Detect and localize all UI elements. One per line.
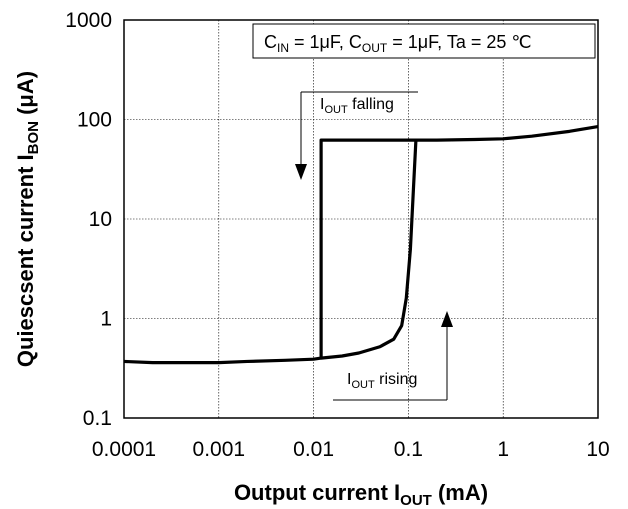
rising-annotation: IOUT rising [347,371,417,391]
falling-arrowhead [295,164,307,180]
conditions-text: CIN = 1μF, COUT = 1μF, Ta = 25 ℃ [264,32,532,55]
falling-text: falling [348,96,394,113]
x-axis-label: Output current IOUT (mA) [234,480,488,509]
x-tick-label: 0.001 [193,438,246,461]
cin-value: = 1μF, [289,32,349,52]
rising-text: rising [375,371,418,388]
x-tick-label: 10 [586,438,609,461]
cout-value: = 1μF, Ta = 25 ℃ [387,32,531,52]
cout-label: C [349,32,362,52]
x-tick-label: 0.01 [293,438,334,461]
y-axis-label: Quiescsent current IBON (μA) [13,71,42,367]
y-axis-label-unit: (μA) [13,71,38,121]
x-tick-label: 0.0001 [92,438,156,461]
series-line-2 [319,138,416,359]
rising-arrowhead [441,311,453,327]
rising-subscript: OUT [351,379,375,391]
x-tick-label: 1 [497,438,509,461]
series-line-1 [123,124,599,365]
plot-area-border [123,19,599,419]
x-tick-label: 0.1 [394,438,423,461]
y-tick-label: 1000 [65,9,112,32]
cout-subscript: OUT [362,41,388,55]
y-tick-label: 10 [89,208,112,231]
y-tick-label: 100 [77,109,112,132]
x-axis-label-unit: (mA) [432,480,488,505]
falling-annotation: IOUT falling [320,96,394,116]
x-axis-label-subscript: OUT [400,492,432,509]
y-tick-labels: 0.1 1 10 100 1000 [65,9,112,430]
falling-subscript: OUT [324,104,348,116]
x-axis-label-main: Output current I [234,480,400,505]
y-tick-label: 1 [100,308,112,331]
conditions-box [252,23,596,59]
rising-label: I [347,371,351,388]
grid [124,20,598,418]
falling-label: I [320,96,324,113]
cin-label: C [264,32,277,52]
cin-subscript: IN [277,41,289,55]
y-axis-label-main: Quiescsent current I [13,154,38,367]
y-tick-label: 0.1 [83,407,112,430]
y-axis-label-subscript: BON [25,121,42,154]
x-tick-labels: 0.0001 0.001 0.01 0.1 1 10 [92,438,610,461]
series-group [123,124,599,365]
